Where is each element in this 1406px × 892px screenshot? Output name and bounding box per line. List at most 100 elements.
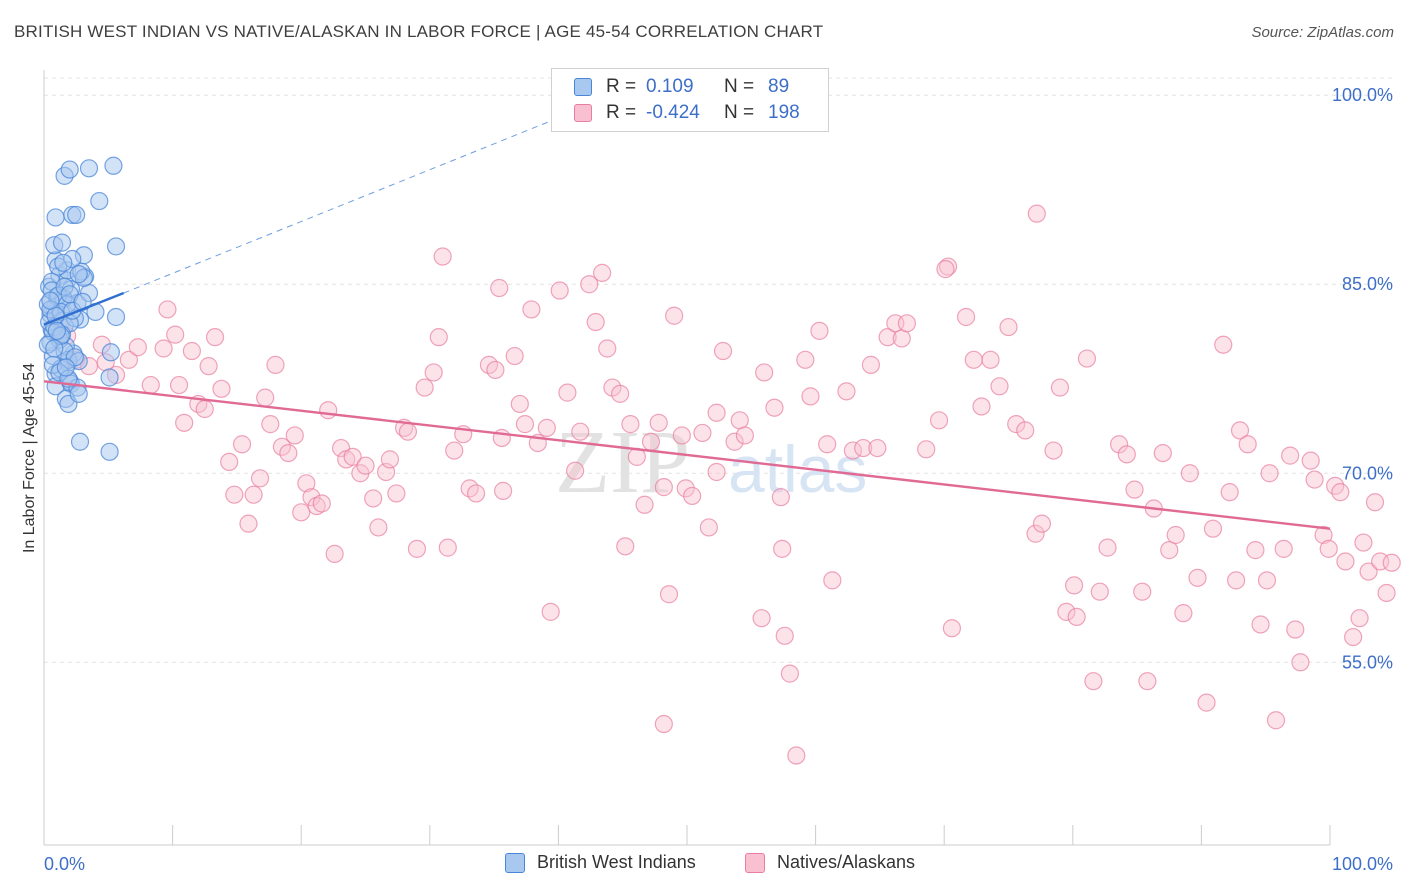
native-alaskan-point <box>641 432 661 451</box>
native-alaskan-point <box>787 746 806 765</box>
legend-n-label: N = <box>724 102 755 123</box>
native-alaskan-point <box>1371 552 1390 571</box>
native-alaskan-point <box>205 328 225 347</box>
native-alaskan-point <box>1026 524 1045 543</box>
legend-item-natives-alaskans: Natives/Alaskans <box>745 852 915 873</box>
native-alaskan-point <box>1291 653 1310 672</box>
native-alaskan-point <box>537 418 556 437</box>
british-west-indians-trend-extension <box>123 117 559 294</box>
natives-alaskans-points <box>50 204 1401 765</box>
native-alaskan-point <box>683 486 702 506</box>
native-alaskan-point <box>244 485 263 504</box>
native-alaskan-point <box>225 485 244 504</box>
series-legend: British West Indians Natives/Alaskans <box>0 852 1406 878</box>
native-alaskan-point <box>730 411 749 430</box>
native-alaskan-point <box>1331 483 1350 502</box>
legend-r-label: R = <box>606 76 637 97</box>
native-alaskan-point <box>1077 349 1097 368</box>
native-alaskan-point <box>261 415 280 434</box>
chart-title: BRITISH WEST INDIAN VS NATIVE/ALASKAN IN… <box>14 22 824 41</box>
native-alaskan-point <box>1382 553 1401 572</box>
native-alaskan-point <box>654 714 673 734</box>
legend-swatch-pink <box>745 852 765 873</box>
native-alaskan-point <box>1117 445 1136 464</box>
native-alaskan-point <box>938 257 958 276</box>
native-alaskan-point <box>220 452 239 472</box>
y-tick-label: 100.0% <box>1332 85 1393 105</box>
native-alaskan-point <box>250 469 270 488</box>
native-alaskan-point <box>312 494 331 513</box>
native-alaskan-point <box>445 441 464 460</box>
native-alaskan-point <box>128 338 147 357</box>
native-alaskan-point <box>810 321 829 340</box>
native-alaskan-point <box>1319 539 1338 558</box>
native-alaskan-point <box>199 357 218 376</box>
native-alaskan-point <box>292 503 311 522</box>
native-alaskan-point <box>558 383 577 402</box>
british-west-indian-point <box>41 291 60 310</box>
legend-row-british-west-indians: R = 0.109 N = 89 <box>574 75 789 99</box>
native-alaskan-point <box>752 609 771 628</box>
native-alaskan-point <box>942 619 962 638</box>
native-alaskan-point <box>1197 693 1216 712</box>
axes <box>43 70 1331 846</box>
native-alaskan-point <box>964 350 983 369</box>
native-alaskan-point <box>285 426 304 445</box>
y-axis-label: In Labor Force | Age 45-54 <box>21 363 38 553</box>
native-alaskan-point <box>158 300 177 319</box>
native-alaskan-point <box>611 384 630 403</box>
native-alaskan-point <box>398 422 418 441</box>
native-alaskan-point <box>771 488 790 507</box>
native-alaskan-point <box>972 397 991 416</box>
native-alaskan-point <box>571 422 590 441</box>
native-alaskan-point <box>1174 604 1193 623</box>
native-alaskan-point <box>154 339 173 358</box>
native-alaskan-point <box>1257 571 1277 590</box>
native-alaskan-point <box>707 403 726 422</box>
native-alaskan-point <box>990 377 1009 396</box>
native-alaskan-point <box>1286 620 1305 639</box>
native-alaskan-point <box>1064 576 1084 595</box>
native-alaskan-point <box>775 626 794 645</box>
native-alaskan-point <box>659 585 679 604</box>
native-alaskan-point <box>433 247 452 266</box>
native-alaskan-point <box>195 399 214 419</box>
native-alaskan-point <box>1246 541 1265 560</box>
legend-r-value: 0.109 <box>646 76 694 97</box>
native-alaskan-point <box>981 350 1000 369</box>
native-alaskan-point <box>212 379 231 398</box>
native-alaskan-point <box>494 481 513 500</box>
native-alaskan-point <box>415 378 434 397</box>
native-alaskan-point <box>1090 582 1109 601</box>
native-alaskan-point <box>1125 480 1144 499</box>
native-alaskan-point <box>466 484 486 503</box>
native-alaskan-point <box>369 518 388 537</box>
native-alaskan-point <box>854 438 873 458</box>
native-alaskan-point <box>169 375 189 395</box>
native-alaskan-point <box>735 426 754 445</box>
native-alaskan-point <box>665 306 684 325</box>
source-label: Source: ZipAtlas.com <box>1251 24 1394 41</box>
native-alaskan-point <box>407 539 427 558</box>
native-alaskan-point <box>1067 607 1086 627</box>
native-alaskan-point <box>1251 615 1270 634</box>
native-alaskan-point <box>621 415 640 434</box>
native-alaskan-point <box>593 263 612 282</box>
native-alaskan-point <box>878 328 897 347</box>
native-alaskan-point <box>343 447 362 466</box>
native-alaskan-point <box>1344 627 1363 647</box>
legend-n-label: N = <box>724 76 755 97</box>
british-west-indian-point <box>100 442 119 461</box>
native-alaskan-point <box>780 664 799 683</box>
native-alaskan-point <box>1359 562 1378 581</box>
native-alaskan-point <box>598 339 617 358</box>
native-alaskan-point <box>837 382 856 401</box>
native-alaskan-point <box>182 341 201 361</box>
native-alaskan-point <box>580 275 599 294</box>
native-alaskan-point <box>424 363 443 382</box>
native-alaskan-point <box>1314 525 1333 545</box>
british-west-indian-point <box>45 339 64 358</box>
native-alaskan-point <box>861 355 880 374</box>
native-alaskan-point <box>1301 451 1320 470</box>
native-alaskan-point <box>166 325 185 344</box>
